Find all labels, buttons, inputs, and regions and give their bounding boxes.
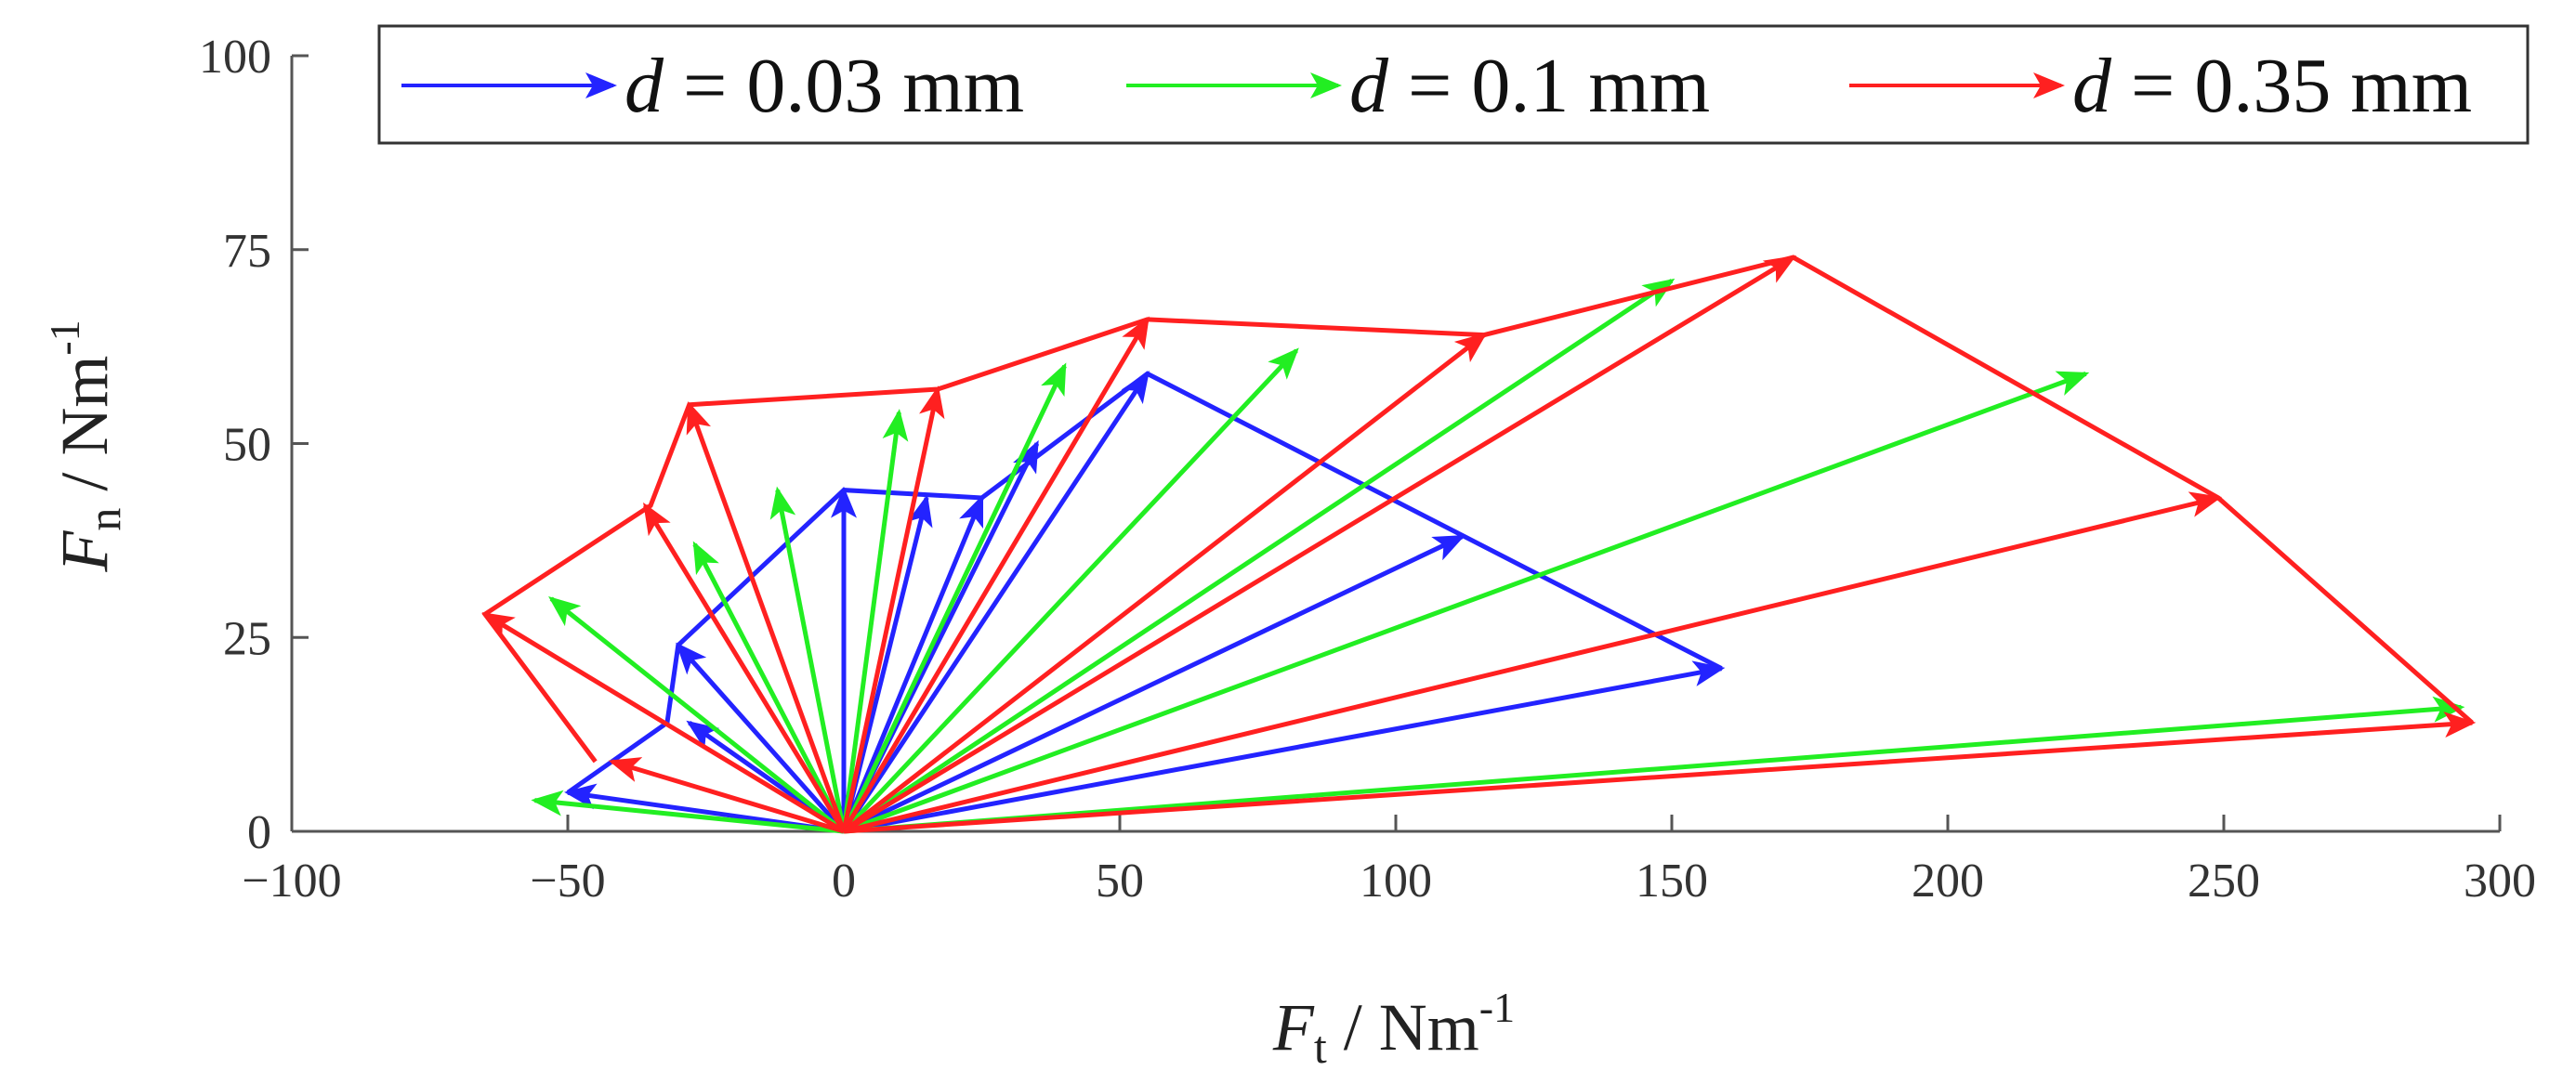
legend-label-d035: d = 0.35 mm	[2072, 43, 2472, 129]
vector-d01	[531, 790, 845, 834]
vector-d003	[841, 494, 984, 832]
y-tick-label: 0	[247, 806, 271, 859]
vector-d01	[692, 541, 847, 833]
vector-d01	[841, 409, 909, 832]
y-tick-label: 100	[199, 31, 271, 84]
x-axis-title: Ft / Nm-1	[1272, 984, 1515, 1073]
y-tick-label: 75	[223, 225, 271, 278]
x-tick-label: 50	[1096, 855, 1144, 908]
vector-d01	[842, 347, 1299, 833]
vector-d035	[608, 757, 845, 834]
x-tick-label: −50	[530, 855, 605, 908]
legend-label-d01: d = 0.1 mm	[1349, 43, 1710, 129]
legend-label-d003: d = 0.03 mm	[624, 43, 1024, 129]
series-layer	[481, 255, 2477, 834]
y-tick-label: 25	[223, 612, 271, 665]
vector-d01	[548, 596, 846, 833]
vector-d035	[842, 333, 1488, 833]
legend: d = 0.03 mm d = 0.1 mm d = 0.35 mm	[377, 24, 2530, 145]
x-tick-label: 250	[2188, 855, 2260, 908]
y-ticks: 0 25 50 75 100	[199, 31, 309, 859]
vector-d01	[769, 486, 847, 832]
vector-d01	[843, 371, 2090, 834]
series-d01	[531, 278, 2465, 834]
vector-d035	[841, 385, 945, 832]
vector-d035	[643, 502, 847, 833]
x-tick-label: 150	[1636, 855, 1708, 908]
vector-d003	[842, 534, 1465, 834]
x-ticks: −100 −50 0 50 100 150 200 250 300	[242, 815, 2536, 908]
x-tick-label: 0	[832, 855, 856, 908]
y-axis-title: Fn / Nm-1	[41, 320, 130, 572]
series-d035	[481, 255, 2477, 834]
vector-d01	[843, 696, 2465, 834]
x-tick-label: 300	[2464, 855, 2536, 908]
vector-d035	[686, 400, 847, 832]
vector-d035	[841, 316, 1150, 833]
y-tick-label: 50	[223, 419, 271, 472]
vector-d003	[841, 371, 1150, 833]
vector-d003	[676, 642, 846, 833]
x-tick-label: 200	[1912, 855, 1984, 908]
vector-d035	[481, 612, 846, 834]
vector-d01	[841, 362, 1067, 833]
vector-d01	[842, 278, 1676, 834]
vector-d035	[843, 491, 2222, 834]
vector-d035	[842, 255, 1797, 834]
x-tick-label: 100	[1360, 855, 1432, 908]
vector-d003	[843, 660, 1726, 834]
envelope-d035	[481, 255, 2474, 764]
legend-box	[377, 24, 2530, 145]
x-tick-label: −100	[242, 855, 341, 908]
vector-d035	[843, 712, 2477, 834]
